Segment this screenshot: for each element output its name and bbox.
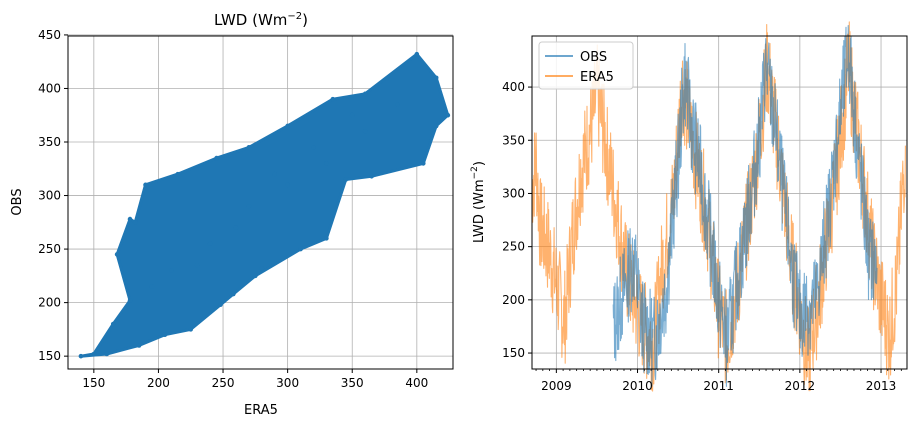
scatter-point [330,96,336,102]
scatter-y-tick-label: 300 [38,189,61,203]
legend-box [538,41,634,90]
scatter-point [149,284,155,289]
scatter-point [110,321,116,327]
scatter-point [433,123,439,129]
scatter-point [169,268,174,273]
scatter-point [259,266,265,271]
scatter-point [127,216,133,222]
scatter-point [207,241,213,247]
scatter-y-tick-label: 250 [38,242,61,256]
scatter-point [349,112,355,118]
scatter-x-axis: 150 200 250 300 350 400 [82,369,428,390]
timeseries-panel: 2009 2010 2011 2012 2013 150200250300350400 … [470,21,908,393]
legend-label-era5: ERA5 [580,70,614,85]
scatter-point [445,112,451,118]
scatter-point [414,51,420,57]
timeseries-x-tick-label: 2013 [866,379,897,393]
timeseries-y-tick-label: 200 [502,293,525,307]
scatter-point [362,91,368,97]
scatter-y-axis-label: OBS [10,188,25,215]
scatter-point [114,252,120,257]
timeseries-x-axis: 2009 2010 2011 2012 2013 [535,369,902,393]
scatter-point [104,351,110,357]
scatter-point [218,302,223,308]
scatter-point [162,332,168,338]
scatter-y-tick-label: 350 [38,135,61,149]
scatter-point [246,145,252,150]
scatter-point-cloud [79,52,450,358]
scatter-panel: LWD (Wm−2) 150 200 250 300 350 400 150 200 250 3… [10,11,454,418]
scatter-y-tick-label: 150 [38,349,61,363]
scatter-point [285,182,290,188]
scatter-x-tick-label: 250 [212,376,235,390]
scatter-point [194,262,200,268]
legend: OBS ERA5 [538,41,634,90]
scatter-point [362,128,368,134]
scatter-points [78,51,451,359]
scatter-x-tick-label: 350 [341,376,364,390]
scatter-y-axis: 150 200 250 300 350 400 450 [38,28,68,363]
scatter-point [188,327,194,332]
timeseries-y-tick-label: 250 [502,240,525,254]
scatter-point [298,246,303,252]
scatter-point [420,161,426,166]
timeseries-x-tick-label: 2009 [541,379,572,393]
timeseries-y-tick-label: 150 [502,346,525,360]
scatter-point [78,353,84,359]
scatter-point [343,177,349,182]
timeseries-y-axis: 150 200 250 300 350 400 [502,80,532,360]
timeseries-x-tick-label: 2010 [622,379,653,393]
timeseries-x-tick-label: 2011 [703,379,734,393]
scatter-x-tick-label: 200 [147,376,170,390]
timeseries-y-axis-label: LWD (Wm−2) [470,161,487,243]
scatter-point [214,155,219,161]
scatter-point [127,298,133,303]
scatter-title: LWD (Wm−2) [214,11,308,29]
scatter-x-tick-label: 300 [276,376,299,390]
scatter-point [136,343,142,348]
timeseries-y-tick-label: 400 [502,80,525,94]
scatter-point [91,351,97,357]
scatter-x-tick-label: 400 [405,376,428,390]
scatter-y-tick-label: 200 [38,296,61,310]
scatter-point [132,220,138,225]
scatter-point [175,171,181,177]
scatter-point [285,123,290,129]
scatter-x-axis-label: ERA5 [244,403,278,418]
scatter-point [369,173,374,179]
scatter-x-tick-label: 150 [82,376,105,390]
scatter-y-tick-label: 450 [38,28,61,42]
timeseries-x-tick-label: 2012 [785,379,816,393]
legend-label-obs: OBS [580,50,607,65]
scatter-plot-frame [67,35,454,370]
scatter-point [143,182,148,188]
scatter-point [233,225,239,230]
scatter-point [231,291,236,297]
scatter-point [311,145,316,150]
timeseries-y-tick-label: 300 [502,186,525,200]
scatter-point [324,236,329,241]
timeseries-y-tick-label: 350 [502,133,525,147]
scatter-point [272,171,278,177]
scatter-point [395,102,400,107]
scatter-point [253,273,258,279]
timeseries-plot-frame [531,35,908,370]
scatter-point [324,161,329,166]
scatter-y-tick-label: 400 [38,81,61,95]
scatter-point [433,75,439,81]
series-line-obs [612,25,878,387]
scatter-point [246,203,252,209]
